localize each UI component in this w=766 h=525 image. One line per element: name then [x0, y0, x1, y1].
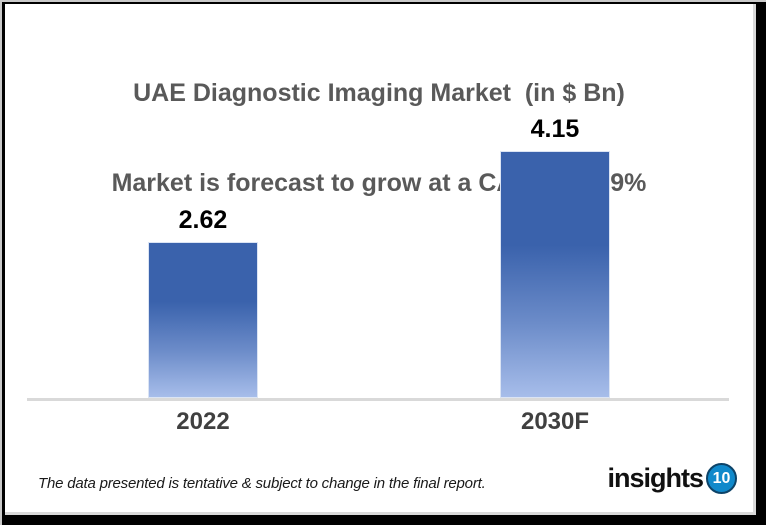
logo-text: insights	[607, 463, 704, 493]
x-axis-label: 2022	[176, 408, 230, 435]
bar-value-label: 2.62	[178, 206, 228, 234]
disclaimer-note: The data presented is tentative & subjec…	[38, 475, 486, 492]
chart-canvas: UAE Diagnostic Imaging Market (in $ Bn) …	[5, 4, 756, 515]
bar-value-label: 4.15	[530, 115, 580, 143]
chart-title: UAE Diagnostic Imaging Market (in $ Bn)	[133, 79, 625, 107]
insights10-logo: insights 10	[607, 463, 737, 494]
bar-2030F	[500, 151, 610, 398]
logo-badge-icon: 10	[706, 463, 737, 494]
plot-area: 2.62 2022 4.15 2030F	[5, 4, 753, 512]
bar-2022	[148, 242, 258, 398]
x-axis-line	[27, 398, 729, 401]
x-axis-label: 2030F	[520, 408, 590, 435]
